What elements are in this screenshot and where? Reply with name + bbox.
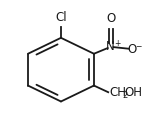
Text: OH: OH — [125, 86, 143, 99]
Text: 2: 2 — [122, 91, 127, 100]
Text: CH: CH — [110, 86, 127, 99]
Text: O: O — [127, 43, 137, 56]
Text: −: − — [136, 42, 142, 51]
Text: N: N — [106, 40, 115, 53]
Text: Cl: Cl — [55, 11, 67, 24]
Text: O: O — [106, 12, 115, 25]
Text: +: + — [114, 39, 120, 48]
